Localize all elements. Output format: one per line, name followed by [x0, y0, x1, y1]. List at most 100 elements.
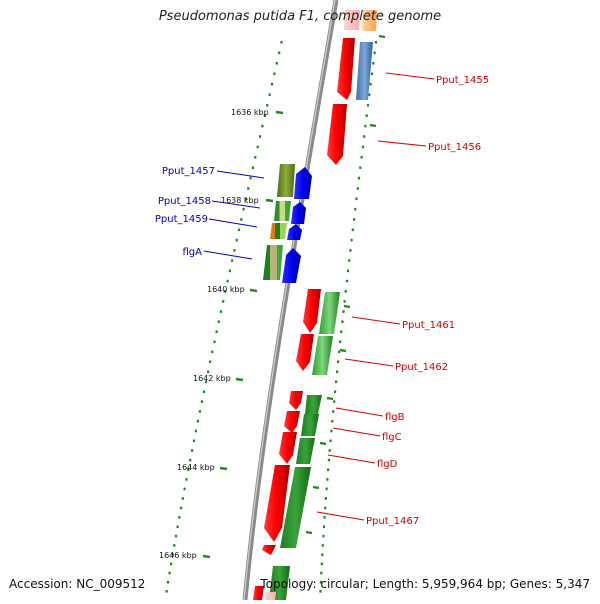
tick-dot-left: [280, 41, 283, 44]
label-flgD[interactable]: flgD: [377, 459, 398, 470]
tick-dot-left: [261, 124, 264, 128]
tick-label-1646: 1646 kbp: [159, 551, 197, 560]
label-flgB[interactable]: flgB: [385, 412, 405, 423]
leader-Pput_1456: [377, 140, 427, 147]
gene-Pput_1457-olive[interactable]: [277, 164, 295, 197]
tick-dot-left: [251, 166, 255, 169]
tick-dot-left: [204, 380, 208, 384]
reverse-strand-genes: [263, 164, 312, 283]
tick-dot-left: [254, 156, 257, 159]
gene-Pput_1455-blue[interactable]: [356, 42, 373, 100]
tick-dot-left: [200, 400, 203, 403]
tick-dot-right: [356, 187, 359, 190]
label-Pput_1458[interactable]: Pput_1458: [158, 196, 211, 207]
tick-dot-right: [370, 72, 374, 76]
leader-flgD: [327, 454, 376, 464]
label-Pput_1457[interactable]: Pput_1457: [162, 166, 215, 177]
tick-dot-left: [228, 269, 231, 273]
tick-dot-right: [320, 562, 323, 566]
gene-Pput_1456[interactable]: [327, 104, 347, 165]
gene-flgD-green[interactable]: [296, 438, 315, 464]
major-tick-1644: [219, 466, 228, 471]
leader-flgB: [335, 407, 384, 417]
tick-dot-right: [373, 51, 376, 55]
tick-dot-left: [222, 300, 225, 303]
gene-Pput_1458[interactable]: [291, 202, 306, 224]
tick-dot-left: [187, 468, 190, 472]
gene-feature-top-peach: [362, 10, 377, 31]
tick-dot-right: [326, 478, 329, 481]
gene-flgB[interactable]: [289, 391, 303, 410]
leader-flgA: [203, 250, 253, 260]
major-tick-1642: [235, 377, 244, 382]
minor-tick-right: [339, 348, 347, 353]
tick-dot-right: [340, 330, 343, 333]
label-Pput_1462[interactable]: Pput_1462: [395, 362, 448, 373]
tick-dot-right: [354, 207, 357, 211]
tick-dot-right: [338, 350, 341, 354]
gene-Pput_1457[interactable]: [294, 167, 312, 199]
tick-dot-right: [369, 82, 372, 86]
label-Pput_1455[interactable]: Pput_1455: [436, 75, 489, 86]
tick-dot-right: [366, 103, 370, 107]
label-Pput_1456[interactable]: Pput_1456: [428, 142, 481, 153]
tick-dot-right: [353, 218, 356, 221]
tick-dot-right: [322, 525, 326, 529]
gene-Pput_1462-green[interactable]: [312, 336, 333, 375]
tick-dot-right: [329, 439, 332, 443]
gene-Pput_1467-green[interactable]: [280, 467, 311, 548]
gene-Pput_1455[interactable]: [337, 38, 355, 100]
tick-dot-right: [349, 249, 352, 252]
tick-dot-left: [270, 82, 274, 86]
tick-dot-left: [242, 207, 245, 211]
label-flgC[interactable]: flgC: [382, 432, 402, 443]
genome-summary-text: Topology: circular; Length: 5,959,964 bp…: [260, 577, 590, 591]
tick-dot-left: [174, 534, 178, 538]
tick-dot-right: [330, 429, 333, 433]
label-flgA[interactable]: flgA: [183, 247, 203, 258]
gene-bottom-red: [253, 586, 264, 600]
minor-tick-right: [312, 485, 320, 490]
tick-dot-left: [235, 238, 238, 242]
tick-dot-left: [273, 72, 276, 76]
gene-flgB-green[interactable]: [305, 395, 322, 414]
tick-dot-left: [217, 320, 220, 323]
tick-dot-left: [240, 218, 243, 221]
gene-Pput_1462[interactable]: [296, 334, 314, 371]
tick-dot-left: [231, 259, 234, 262]
gene-flgC[interactable]: [284, 411, 300, 433]
tick-label-1640: 1640 kbp: [207, 285, 245, 294]
tick-dot-right: [337, 360, 340, 364]
tick-dot-right: [327, 458, 330, 462]
tick-dot-right: [343, 300, 346, 303]
major-tick-1640: [249, 288, 258, 293]
outer-tick-dots-right: [305, 34, 386, 593]
tick-dot-right: [344, 290, 347, 293]
gene-Pput_1461[interactable]: [303, 289, 321, 333]
tick-dot-left: [191, 449, 194, 452]
gene-flgA[interactable]: [282, 248, 301, 283]
gene-Pput_1459-multi[interactable]: [270, 223, 287, 239]
gene-Pput_1467[interactable]: [264, 465, 290, 542]
gene-flgA-multi[interactable]: [263, 245, 283, 280]
leader-Pput_1458: [211, 200, 261, 209]
gene-Pput_1461-green[interactable]: [319, 292, 340, 334]
leader-lines: [203, 72, 435, 521]
label-Pput_1459[interactable]: Pput_1459: [155, 214, 208, 225]
leader-Pput_1455: [385, 72, 435, 80]
tick-dot-right: [324, 506, 327, 510]
gene-flgC-green[interactable]: [301, 414, 319, 436]
tick-dot-right: [327, 468, 330, 472]
gene-flgD[interactable]: [279, 432, 297, 464]
gene-Pput_1459[interactable]: [287, 224, 302, 240]
gene-Pput_1458-multi[interactable]: [274, 201, 291, 221]
major-ticks: [202, 110, 284, 559]
label-Pput_1467[interactable]: Pput_1467: [366, 516, 419, 527]
label-Pput_1461[interactable]: Pput_1461: [402, 320, 455, 331]
tick-dot-left: [244, 197, 247, 201]
tick-dot-left: [278, 51, 281, 55]
tick-dot-right: [321, 544, 324, 547]
tick-dot-right: [333, 400, 336, 403]
tick-dot-right: [363, 135, 366, 138]
